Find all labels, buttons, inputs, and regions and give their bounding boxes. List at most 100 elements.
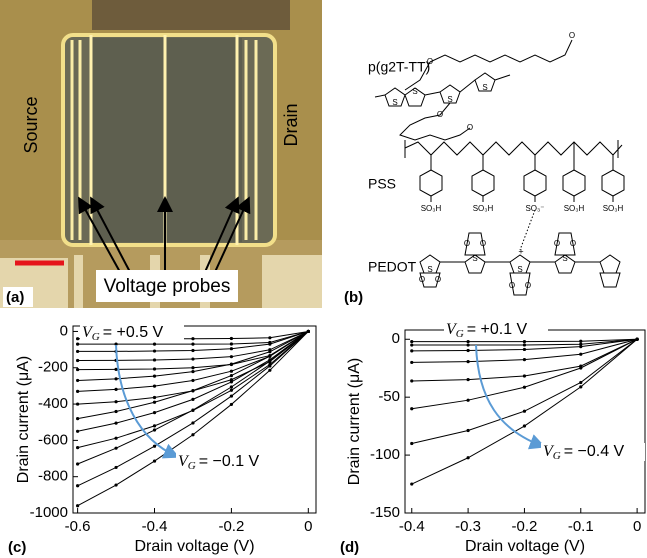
- data-point: [268, 359, 271, 362]
- data-point: [410, 379, 413, 382]
- data-point: [523, 343, 526, 346]
- data-point: [523, 386, 526, 389]
- x-tick-label: -0.4: [399, 518, 425, 535]
- y-tick-label: -800: [38, 468, 68, 485]
- atom: O: [464, 239, 470, 248]
- data-point: [523, 410, 526, 413]
- y-axis-label: Drain current (μA): [346, 358, 363, 485]
- data-point: [230, 385, 233, 388]
- panel-label: (a): [6, 289, 24, 306]
- data-point: [114, 377, 117, 380]
- substituent: SO₃H: [421, 204, 442, 213]
- data-point: [230, 355, 233, 358]
- panel-label: (d): [340, 539, 359, 556]
- annotation-text: = −0.1 V: [199, 453, 260, 470]
- atom: S: [412, 87, 417, 96]
- data-point: [76, 417, 79, 420]
- data-point: [579, 345, 582, 348]
- x-tick-label: -0.1: [568, 518, 594, 535]
- atom: S: [427, 265, 432, 274]
- data-point: [466, 429, 469, 432]
- atom: O: [435, 275, 441, 284]
- micrograph: [0, 0, 322, 308]
- annotation-text: = +0.1 V: [467, 321, 528, 338]
- data-point: [466, 399, 469, 402]
- data-point: [579, 385, 582, 388]
- y-tick-label: -150: [370, 504, 400, 521]
- data-point: [410, 340, 413, 343]
- x-tick-label: -0.2: [512, 518, 538, 535]
- data-point: [466, 378, 469, 381]
- data-point: [76, 402, 79, 405]
- data-point: [191, 366, 194, 369]
- y-tick-label: 0: [392, 330, 400, 347]
- panel-label: (b): [344, 289, 363, 306]
- data-point: [114, 400, 117, 403]
- atom: O: [554, 239, 560, 248]
- data-point: [268, 355, 271, 358]
- data-point: [579, 381, 582, 384]
- y-tick-label: -1000: [30, 504, 68, 521]
- atom: O: [570, 239, 576, 248]
- data-point: [230, 389, 233, 392]
- atom: O: [419, 275, 425, 284]
- data-point: [191, 433, 194, 436]
- data-point: [230, 342, 233, 345]
- data-point: [466, 456, 469, 459]
- data-point: [153, 459, 156, 462]
- data-point: [410, 343, 413, 346]
- data-point: [153, 349, 156, 352]
- atom: S: [472, 254, 477, 263]
- data-point: [268, 343, 271, 346]
- atom: O: [480, 239, 486, 248]
- data-point: [76, 343, 79, 346]
- data-point: [230, 394, 233, 397]
- x-tick-label: 0: [304, 518, 312, 535]
- data-point: [230, 380, 233, 383]
- annotation-text: = −0.4 V: [564, 443, 625, 460]
- data-point: [523, 424, 526, 427]
- data-point: [114, 410, 117, 413]
- data-point: [114, 437, 117, 440]
- atom: O: [467, 123, 473, 132]
- data-point: [268, 350, 271, 353]
- data-point: [114, 422, 117, 425]
- data-point: [230, 370, 233, 373]
- data-point: [114, 483, 117, 486]
- data-point: [191, 421, 194, 424]
- data-point: [230, 337, 233, 340]
- x-tick-label: -0.3: [455, 518, 481, 535]
- data-point: [153, 343, 156, 346]
- data-point: [191, 389, 194, 392]
- x-tick-label: 0: [633, 518, 641, 535]
- data-point: [76, 368, 79, 371]
- probe-label: Voltage probes: [104, 276, 231, 297]
- atom: O: [569, 31, 575, 40]
- data-point: [191, 337, 194, 340]
- data-point: [76, 446, 79, 449]
- plot-area: [405, 330, 645, 513]
- data-point: [466, 349, 469, 352]
- data-point: [230, 403, 233, 406]
- data-point: [191, 357, 194, 360]
- data-point: [153, 411, 156, 414]
- data-point: [191, 398, 194, 401]
- y-tick-label: -400: [38, 395, 68, 412]
- atom: S: [517, 265, 522, 274]
- figure: Voltage probes (a) Source Drain p: [0, 0, 647, 558]
- data-point: [76, 390, 79, 393]
- data-point: [76, 462, 79, 465]
- data-point: [153, 424, 156, 427]
- y-tick-label: -50: [378, 388, 400, 405]
- charge-label: +: [518, 246, 523, 256]
- data-point: [191, 408, 194, 411]
- data-point: [153, 445, 156, 448]
- data-point: [114, 447, 117, 450]
- polymer-label: p(g2T-TT): [368, 59, 430, 75]
- drain-label: Drain: [281, 103, 301, 146]
- substituent: SO₃⁻: [525, 204, 544, 213]
- data-point: [636, 338, 639, 341]
- data-point: [410, 349, 413, 352]
- data-point: [153, 428, 156, 431]
- data-point: [410, 482, 413, 485]
